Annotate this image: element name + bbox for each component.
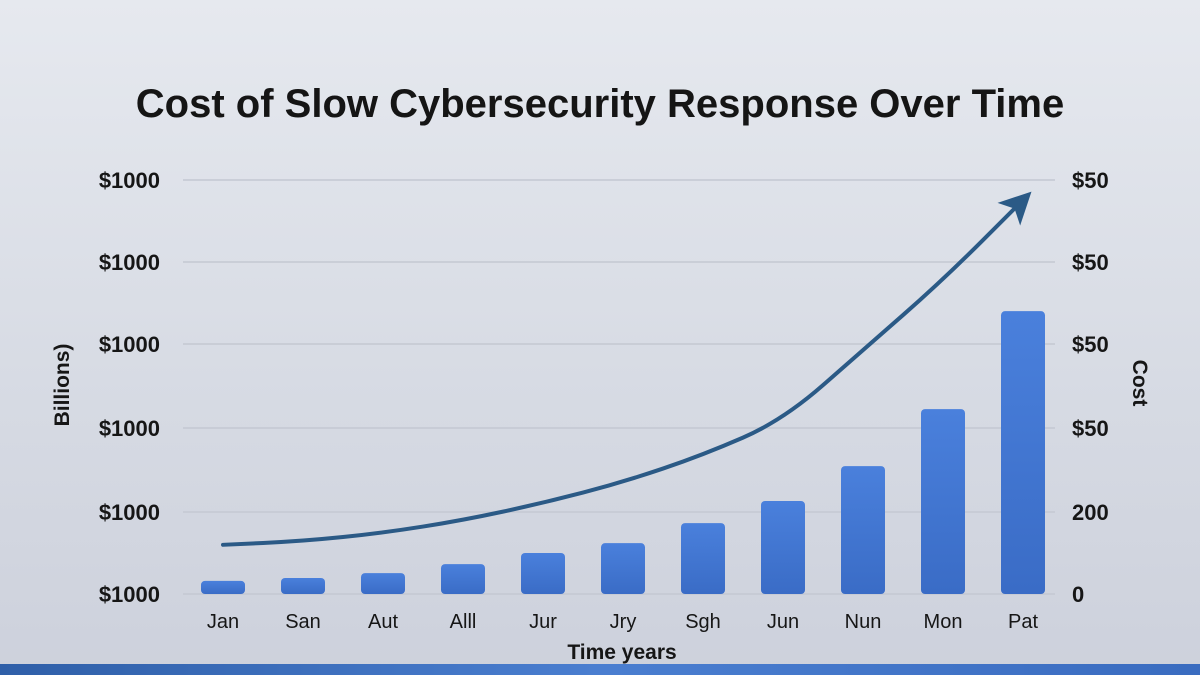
x-tick-label: San — [285, 611, 321, 633]
bar-san — [281, 578, 325, 594]
x-tick-label: Alll — [450, 611, 477, 633]
bar-jan — [201, 580, 245, 594]
x-tick-label: Jan — [207, 611, 239, 633]
right-tick-label: 0 — [1072, 582, 1084, 607]
x-axis-label: Time years — [567, 641, 676, 664]
y-axis-label-left: Billions) — [51, 344, 74, 427]
left-tick-label: $1000 — [99, 332, 160, 357]
chart-title: Cost of Slow Cybersecurity Response Over… — [135, 82, 1065, 126]
x-tick-label: Pat — [1008, 611, 1038, 633]
bar-sgh — [681, 523, 725, 594]
y-axis-label-right: Cost — [1128, 360, 1151, 407]
bar-aut — [361, 573, 405, 594]
bar-jur — [521, 553, 565, 594]
x-tick-label: Jry — [610, 611, 637, 633]
right-tick-label: $50 — [1072, 416, 1109, 441]
trend-arrow — [221, 191, 1032, 547]
right-tick-label: $50 — [1072, 332, 1109, 357]
right-tick-label: $50 — [1072, 168, 1109, 193]
x-tick-label: Jur — [529, 611, 557, 633]
right-tick-label: 200 — [1072, 500, 1109, 525]
bar-pat — [1001, 311, 1045, 594]
x-tick-label: Sgh — [685, 611, 721, 633]
left-tick-label: $1000 — [99, 168, 160, 193]
left-tick-label: $1000 — [99, 500, 160, 525]
bar-alll — [441, 564, 485, 594]
x-tick-label: Aut — [368, 611, 398, 633]
bottom-band — [0, 664, 1200, 675]
left-tick-label: $1000 — [99, 416, 160, 441]
bar-jun — [761, 500, 805, 594]
right-tick-label: $50 — [1072, 250, 1109, 275]
x-tick-label: Mon — [924, 611, 963, 633]
left-tick-label: $1000 — [99, 250, 160, 275]
x-tick-label: Nun — [845, 611, 882, 633]
x-tick-label: Jun — [767, 611, 799, 633]
bar-jry — [601, 543, 645, 594]
left-tick-label: $1000 — [99, 582, 160, 607]
bar-mon — [921, 409, 965, 594]
bar-nun — [841, 466, 885, 594]
